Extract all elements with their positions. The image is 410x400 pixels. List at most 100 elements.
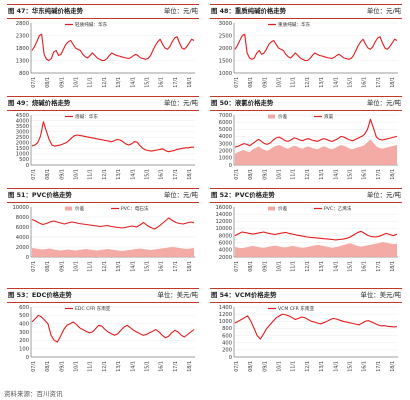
x-tick-label: 16/1	[362, 361, 368, 372]
y-tick-label: 12000	[215, 219, 232, 225]
figure-unit: 单位：美元/吨	[360, 291, 402, 299]
x-tick-label: 10/1	[74, 77, 80, 88]
y-tick-label: 1000	[16, 152, 29, 158]
figure-title: 图 50：液氯价格走势	[211, 99, 274, 107]
x-tick-label: 16/1	[159, 169, 165, 180]
x-tick-label: 18/1	[390, 77, 396, 88]
panel-54: 图 54：VCM价格走势 单位：美元/吨 0 200 400 600 800 1000 12…	[208, 288, 404, 379]
x-tick-label: 08/1	[45, 169, 51, 180]
x-tick-label: 16/1	[159, 361, 165, 372]
x-tick-label: 14/1	[333, 77, 339, 88]
x-tick-label: 13/1	[319, 77, 325, 88]
y-tick-label: 2000	[219, 255, 232, 261]
x-tick-label: 11/1	[88, 77, 94, 88]
panel-49: 图 49：烧碱价格走势 单位：元/吨 0 500 1000 1500 2000 2500 3…	[5, 96, 201, 187]
figure-caption-bar: 图 47：华东纯碱价格走势 单位：元/吨	[7, 4, 199, 19]
y-tick-label: 1000	[219, 71, 232, 77]
series-area	[32, 247, 194, 257]
y-tick-label: 1000	[219, 319, 232, 325]
source-note: 资料来源：百川资讯	[4, 390, 63, 398]
y-tick-label: 14000	[215, 212, 232, 218]
y-tick-label: 8000	[219, 233, 232, 239]
y-tick-label: 1000	[219, 156, 232, 162]
y-tick-label: 2000	[219, 46, 232, 52]
legend-label: EDC CFR 东南亚	[75, 305, 111, 312]
figure-unit: 单位：元/吨	[163, 7, 198, 15]
x-tick-label: 09/1	[262, 361, 268, 372]
legend-label: 重质纯碱：华东	[278, 21, 311, 28]
series-line	[31, 121, 194, 153]
figure-caption-bar: 图 51：PVC价格走势 单位：元/吨	[7, 188, 199, 203]
x-tick-label: 17/1	[376, 361, 382, 372]
y-tick-label: 10000	[215, 226, 232, 232]
figure-unit: 单位：元/吨	[366, 99, 401, 107]
y-tick-label: 10000	[12, 205, 29, 211]
line-chart: 0 100 200 300 400 500 600 07/1 08/1 09/1 10/1 11/1 1…	[19, 305, 195, 372]
figure-caption-bar: 图 49：烧碱价格走势 单位：元/吨	[7, 96, 199, 111]
x-tick-label: 09/1	[262, 77, 268, 88]
figure-title: 图 51：PVC价格走势	[8, 191, 72, 199]
x-tick-label: 09/1	[59, 169, 65, 180]
x-tick-label: 14/1	[333, 361, 339, 372]
x-tick-label: 13/1	[319, 261, 325, 272]
y-tick-label: 2000	[16, 245, 29, 251]
figure-title: 图 54：VCM价格走势	[211, 291, 277, 299]
series-line	[31, 217, 195, 230]
y-tick-label: 500	[19, 313, 29, 319]
x-tick-label: 11/1	[291, 361, 297, 372]
figure-caption-bar: 图 48：重质纯碱价格走势 单位：元/吨	[210, 4, 402, 19]
x-tick-label: 07/1	[234, 169, 240, 180]
legend-label: PVC：乙烯法	[324, 205, 352, 212]
y-tick-label: 6000	[16, 225, 29, 231]
y-tick-label: 3500	[16, 124, 29, 130]
figure-unit: 单位：元/吨	[366, 191, 401, 199]
figure-unit: 单位：元/吨	[366, 7, 401, 15]
y-tick-label: 800	[222, 326, 232, 332]
legend-swatch	[268, 114, 275, 119]
x-tick-label: 10/1	[277, 261, 283, 272]
x-tick-label: 14/1	[130, 261, 136, 272]
y-tick-label: 200	[222, 348, 232, 354]
y-tick-label: 500	[19, 157, 29, 163]
figure-caption-bar: 图 53：EDC价格走势 单位：美元/吨	[7, 288, 199, 303]
x-tick-label: 15/1	[347, 169, 353, 180]
x-tick-label: 16/1	[362, 77, 368, 88]
line-chart: 1000 1500 2000 2500 3000 07/1 08/1 09/1 10/1 11/1…	[219, 21, 398, 88]
x-tick-label: 10/1	[74, 169, 80, 180]
x-tick-label: 11/1	[291, 77, 297, 88]
y-tick-label: 1200	[219, 312, 232, 318]
x-tick-label: 18/1	[390, 361, 396, 372]
y-tick-label: 200	[19, 338, 29, 344]
panel-53: 图 53：EDC价格走势 单位：美元/吨 0 100 200 300 400 500 600…	[5, 288, 201, 379]
y-tick-label: 2500	[219, 33, 232, 39]
x-tick-label: 17/1	[376, 77, 382, 88]
x-tick-label: 17/1	[376, 169, 382, 180]
figure-title: 图 49：烧碱价格走势	[8, 99, 71, 107]
x-tick-label: 13/1	[116, 261, 122, 272]
x-tick-label: 18/1	[187, 261, 193, 272]
x-tick-label: 15/1	[144, 261, 150, 272]
y-tick-label: 3000	[219, 141, 232, 147]
y-tick-label: 2000	[219, 149, 232, 155]
y-tick-label: 2800	[16, 21, 29, 27]
x-tick-label: 08/1	[248, 361, 254, 372]
x-tick-label: 14/1	[333, 261, 339, 272]
x-tick-label: 17/1	[376, 261, 382, 272]
legend-label: 液氯	[324, 113, 334, 120]
x-tick-label: 17/1	[173, 77, 179, 88]
x-tick-label: 18/1	[390, 169, 396, 180]
y-tick-label: 400	[222, 341, 232, 347]
y-tick-label: 600	[19, 305, 29, 311]
x-tick-label: 07/1	[31, 169, 37, 180]
x-tick-label: 12/1	[102, 261, 108, 272]
y-tick-label: 3000	[16, 129, 29, 135]
y-tick-label: 0	[26, 163, 29, 169]
x-tick-label: 11/1	[88, 361, 94, 372]
figure-caption-bar: 图 52：PVC价格走势 单位：元/吨	[210, 188, 402, 203]
series-area	[235, 242, 397, 257]
x-tick-label: 08/1	[45, 361, 51, 372]
figure-unit: 单位：元/吨	[163, 99, 198, 107]
series-line	[31, 314, 195, 343]
panel-51: 图 51：PVC价格走势 单位：元/吨 0 2000 4000 6000 8000 100…	[5, 188, 201, 279]
